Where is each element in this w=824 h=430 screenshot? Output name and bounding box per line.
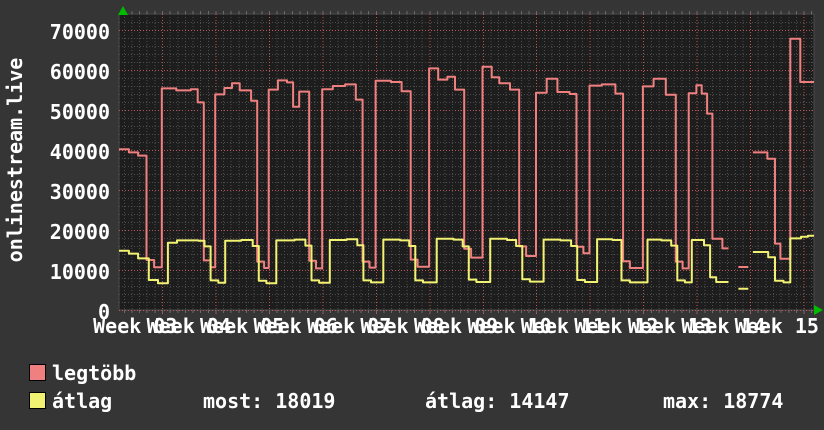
x-tick-label: Week 07 xyxy=(306,314,392,338)
x-tick-label: Week 10 xyxy=(467,314,552,338)
stat-most: most: 18019 xyxy=(203,390,335,412)
x-tick-label: Week 14 xyxy=(681,314,766,338)
x-tick-label: Week 15 xyxy=(734,314,819,338)
x-axis-arrow-right-icon xyxy=(814,305,823,315)
stat-max-value: 18774 xyxy=(723,389,784,413)
series-line-legtobb xyxy=(119,37,814,270)
stat-max: max: 18774 xyxy=(663,390,783,412)
y-tick-label: 30000 xyxy=(49,180,110,204)
y-tick-label: 10000 xyxy=(49,260,110,284)
x-tick-label: Week 04 xyxy=(146,314,231,338)
y-axis-arrow-up-icon xyxy=(118,6,128,15)
stat-atlag-label: átlag: xyxy=(425,389,498,413)
y-tick-label: 40000 xyxy=(49,140,110,164)
y-tick-label: 50000 xyxy=(49,100,110,124)
stat-max-label: max: xyxy=(663,389,712,413)
x-tick-label: Week 11 xyxy=(520,314,606,338)
x-tick-label: Week 05 xyxy=(200,314,285,338)
legend-swatch-legtobb xyxy=(29,364,46,381)
legend-label-atlag: átlag xyxy=(52,389,113,413)
x-tick-label: Week 09 xyxy=(413,314,499,338)
y-tick-label: 0 xyxy=(97,300,110,324)
legend-row-atlag-stats: átlag most: 18019 átlag: 14147 max: 1877… xyxy=(0,390,824,414)
x-tick-label: Week 08 xyxy=(360,314,445,338)
x-tick-label: Week 03 xyxy=(93,314,178,338)
plot-background xyxy=(118,13,815,311)
y-tick-label: 70000 xyxy=(49,20,110,44)
stat-most-value: 18019 xyxy=(275,389,336,413)
stat-atlag: átlag: 14147 xyxy=(425,390,570,412)
legend-label-legtobb: legtöbb xyxy=(52,361,137,385)
stat-most-label: most: xyxy=(203,389,264,413)
series-line-atlag xyxy=(119,234,814,290)
y-tick-label: 20000 xyxy=(49,220,110,244)
x-tick-label: Week 12 xyxy=(574,314,659,338)
x-tick-label: Week 13 xyxy=(627,314,713,338)
x-tick-label: Week 06 xyxy=(253,314,338,338)
y-tick-label: 60000 xyxy=(49,60,110,84)
legend-row-legtobb: legtöbb xyxy=(0,362,824,386)
legend-swatch-atlag xyxy=(29,392,46,409)
stat-atlag-value: 14147 xyxy=(509,389,570,413)
